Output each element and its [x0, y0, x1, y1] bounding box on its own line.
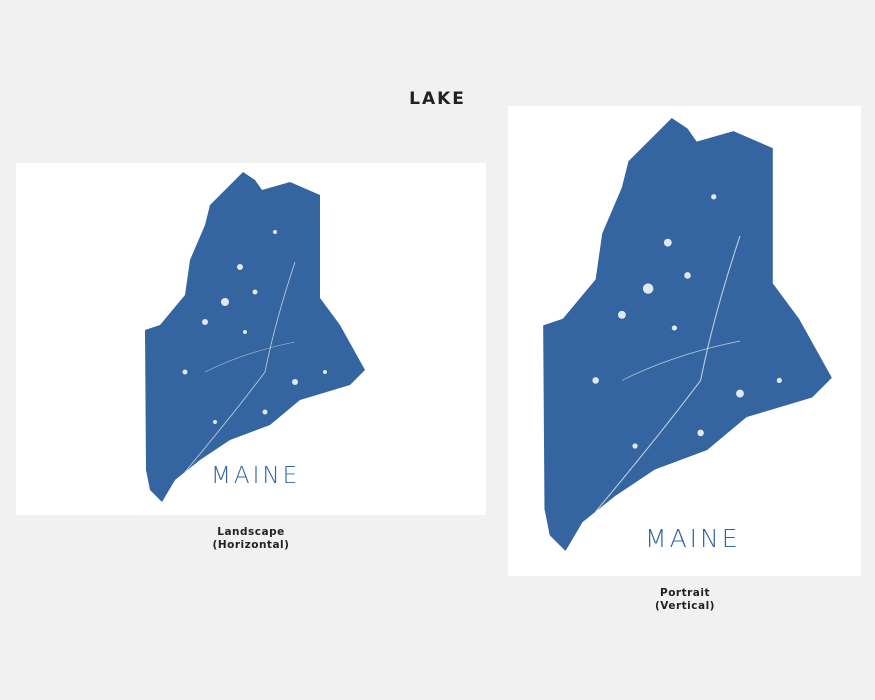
caption-line2: (Horizontal) [212, 539, 290, 551]
landscape-print: MAINE [16, 163, 486, 515]
caption-line1: Portrait [660, 587, 710, 599]
page-title: LAKE [409, 89, 466, 109]
map-label: MAINE [211, 463, 301, 489]
caption-line1: Landscape [217, 526, 285, 538]
caption-line2: (Vertical) [655, 600, 715, 612]
maine-map-landscape [145, 172, 365, 502]
portrait-caption: Portrait (Vertical) [585, 587, 785, 613]
maine-map-portrait [543, 118, 832, 551]
portrait-print: MAINE [508, 106, 861, 576]
landscape-caption: Landscape (Horizontal) [151, 526, 351, 552]
map-label: MAINE [645, 524, 741, 553]
